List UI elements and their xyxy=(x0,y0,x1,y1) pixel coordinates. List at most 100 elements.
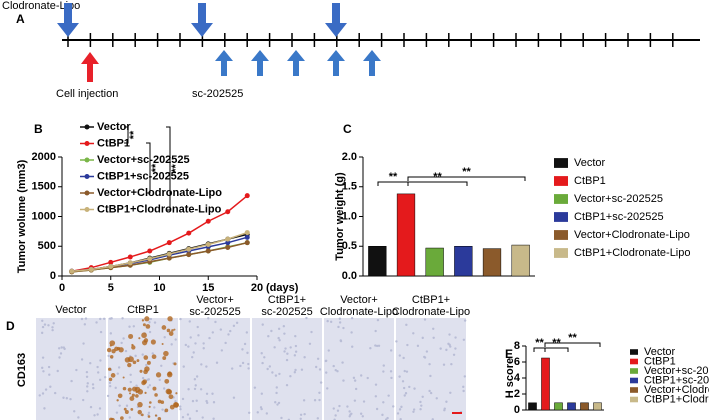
legend-label: CtBP1 xyxy=(574,175,606,187)
texture xyxy=(182,365,185,368)
data-point xyxy=(205,241,211,247)
texture xyxy=(232,396,236,399)
texture xyxy=(350,316,354,320)
texture xyxy=(99,330,103,334)
texture xyxy=(462,389,465,393)
texture xyxy=(128,416,131,419)
texture xyxy=(421,336,424,340)
texture xyxy=(86,385,89,388)
texture xyxy=(353,379,357,382)
bar xyxy=(511,244,530,277)
texture xyxy=(186,413,190,416)
bar xyxy=(593,402,602,411)
texture xyxy=(116,372,119,375)
data-point xyxy=(205,218,211,224)
stain xyxy=(141,332,147,339)
texture xyxy=(84,317,88,320)
data-point xyxy=(225,236,231,242)
texture xyxy=(129,380,132,384)
texture xyxy=(350,331,353,334)
timeline-label: sc-202525 xyxy=(192,88,243,100)
stain xyxy=(117,393,123,399)
texture xyxy=(53,391,57,395)
texture xyxy=(463,319,467,322)
stain xyxy=(147,415,151,418)
texture xyxy=(408,385,411,389)
texture xyxy=(342,379,345,382)
legend-swatch xyxy=(554,230,568,240)
texture xyxy=(253,386,257,389)
texture xyxy=(57,347,61,350)
image-tile xyxy=(252,318,322,420)
texture xyxy=(339,339,343,343)
texture xyxy=(428,362,431,366)
legend-label: CtBP1+sc-202525 xyxy=(97,170,189,182)
texture xyxy=(300,368,304,371)
texture xyxy=(280,416,283,420)
texture xyxy=(246,351,249,355)
texture xyxy=(463,375,466,378)
significance-bracket xyxy=(407,181,468,186)
texture xyxy=(174,338,177,341)
texture xyxy=(179,405,182,408)
series-line xyxy=(71,195,248,272)
texture xyxy=(342,326,345,330)
texture xyxy=(58,356,61,359)
texture xyxy=(419,400,422,404)
texture xyxy=(449,345,452,348)
texture xyxy=(429,374,432,378)
texture xyxy=(134,354,137,358)
texture xyxy=(51,326,54,329)
texture xyxy=(366,376,369,380)
stain xyxy=(144,391,147,394)
texture xyxy=(332,407,335,410)
texture xyxy=(247,367,250,370)
texture xyxy=(273,346,276,349)
texture xyxy=(114,386,117,390)
image-tile xyxy=(324,318,394,420)
texture xyxy=(117,366,121,369)
data-point xyxy=(186,252,192,258)
texture xyxy=(99,317,102,321)
texture xyxy=(398,354,402,357)
texture xyxy=(179,317,182,321)
legend-swatch xyxy=(630,377,638,384)
stain xyxy=(110,417,115,420)
arrow xyxy=(325,3,347,37)
texture xyxy=(192,351,195,354)
y-tick-label: 0.5 xyxy=(342,240,357,252)
texture xyxy=(103,375,107,379)
stain xyxy=(152,386,157,391)
y-tick-label: 1.5 xyxy=(342,181,357,193)
stain xyxy=(154,414,158,417)
stain xyxy=(157,399,162,404)
stain xyxy=(161,325,167,330)
y-axis-label: H score xyxy=(504,358,516,398)
significance-label: ** xyxy=(170,164,182,173)
texture xyxy=(256,411,259,414)
stain xyxy=(123,407,127,411)
data-point xyxy=(166,251,172,257)
stain xyxy=(171,329,174,332)
texture xyxy=(38,394,41,397)
legend-label: CtBP1 xyxy=(97,137,130,149)
data-point xyxy=(166,255,172,261)
texture xyxy=(83,323,87,326)
bar xyxy=(482,248,502,277)
texture xyxy=(149,317,153,321)
arrow xyxy=(251,50,269,76)
texture xyxy=(191,355,194,359)
series-line xyxy=(71,241,248,273)
legend-label: Vector+sc-202525 xyxy=(97,154,190,166)
texture xyxy=(450,362,453,366)
y-tick-label: 0.0 xyxy=(342,270,357,282)
stain xyxy=(129,396,135,402)
legend-swatch xyxy=(630,368,638,374)
bar xyxy=(528,402,537,411)
texture xyxy=(346,405,349,408)
texture xyxy=(448,333,451,336)
texture xyxy=(282,324,286,328)
texture xyxy=(318,368,322,371)
data-point xyxy=(88,266,94,272)
texture xyxy=(193,378,197,381)
